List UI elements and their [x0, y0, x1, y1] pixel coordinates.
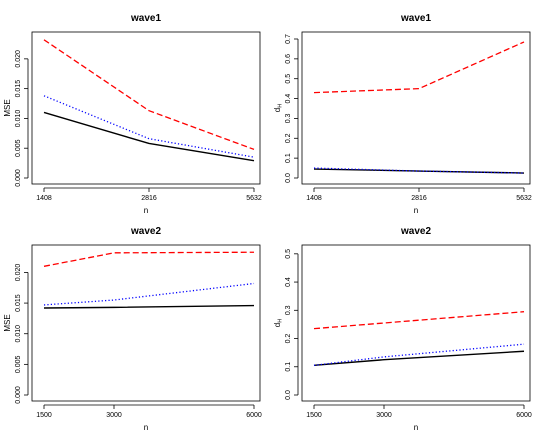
x-axis-label: n — [144, 206, 148, 215]
y-axis-label: MSE — [3, 99, 12, 116]
x-axis-label: n — [144, 423, 148, 432]
x-tick-label: 1408 — [306, 195, 322, 202]
y-tick-label: 0.010 — [15, 325, 22, 343]
series-line-dotted — [313, 167, 525, 174]
y-tick-label: 0.4 — [285, 277, 292, 287]
plot-frame — [31, 31, 261, 185]
series-line-solid — [313, 350, 525, 367]
y-tick-label: 0.000 — [15, 386, 22, 404]
chart-panel-1: wave1 1408 2816 5632 n 0.000 0.005 0.010 0.015 0.… — [3, 13, 262, 215]
chart-panel-3: wave2 1500 3000 6000 n 0.000 0.005 0.010 0.015 0.… — [3, 226, 262, 432]
y-tick-label: 0.1 — [285, 153, 292, 163]
x-tick-label: 1500 — [36, 412, 52, 419]
x-tick-label: 6000 — [516, 412, 532, 419]
y-tick-label: 0.005 — [15, 356, 22, 374]
series-line-solid — [43, 111, 255, 162]
y-tick-label: 0.3 — [285, 113, 292, 123]
x-tick-label: 2816 — [411, 195, 427, 202]
plot-frame — [31, 244, 261, 402]
plot-frame — [301, 31, 531, 185]
chart-title: wave1 — [130, 13, 161, 24]
series-line-dashed — [313, 311, 525, 330]
y-axis-label: dH — [273, 319, 284, 327]
y-tick-label: 0.1 — [285, 362, 292, 372]
chart-title: wave2 — [400, 226, 431, 237]
chart-panel-2: wave1 1408 2816 5632 n 0.0 0.1 0.2 0.3 0.4 0.5 0.6 0… — [273, 13, 532, 215]
y-axis-label: dH — [273, 104, 284, 112]
y-tick-label: 0.020 — [15, 50, 22, 68]
y-tick-label: 0.5 — [285, 249, 292, 259]
x-axis-label: n — [414, 206, 418, 215]
y-tick-label: 0.015 — [15, 294, 22, 312]
y-tick-label: 0.4 — [285, 94, 292, 104]
y-tick-label: 0.005 — [15, 139, 22, 157]
x-tick-label: 3000 — [376, 412, 392, 419]
plot-frame — [301, 244, 531, 402]
x-tick-label: 6000 — [246, 412, 262, 419]
chart-panel-4: wave2 1500 3000 6000 n 0.0 0.1 0.2 0.3 0.4 0.5 dH — [273, 226, 532, 432]
x-tick-label: 1500 — [306, 412, 322, 419]
x-tick-label: 5632 — [516, 195, 532, 202]
series-line-solid — [313, 168, 525, 174]
chart-title: wave1 — [400, 13, 431, 24]
series-line-dashed — [43, 39, 255, 151]
series-line-dotted — [43, 95, 255, 158]
y-tick-label: 0.000 — [15, 169, 22, 187]
y-tick-label: 0.0 — [285, 390, 292, 400]
x-tick-label: 3000 — [106, 412, 122, 419]
y-tick-label: 0.6 — [285, 54, 292, 64]
y-tick-label: 0.010 — [15, 110, 22, 128]
series-line-dashed — [313, 41, 525, 94]
x-axis-label: n — [414, 423, 418, 432]
y-tick-label: 0.0 — [285, 173, 292, 183]
y-tick-label: 0.015 — [15, 80, 22, 98]
y-tick-label: 0.5 — [285, 74, 292, 84]
y-tick-label: 0.3 — [285, 305, 292, 315]
y-tick-label: 0.2 — [285, 334, 292, 344]
x-tick-label: 2816 — [141, 195, 157, 202]
series-line-dotted — [313, 343, 525, 366]
chart-title: wave2 — [130, 226, 161, 237]
y-axis-label: MSE — [3, 314, 12, 331]
series-line-dotted — [43, 282, 255, 306]
series-line-dashed — [43, 251, 255, 267]
y-tick-label: 0.020 — [15, 264, 22, 282]
y-tick-label: 0.7 — [285, 34, 292, 44]
y-tick-label: 0.2 — [285, 133, 292, 143]
x-tick-label: 5632 — [246, 195, 262, 202]
x-tick-label: 1408 — [36, 195, 52, 202]
series-line-solid — [43, 304, 255, 309]
